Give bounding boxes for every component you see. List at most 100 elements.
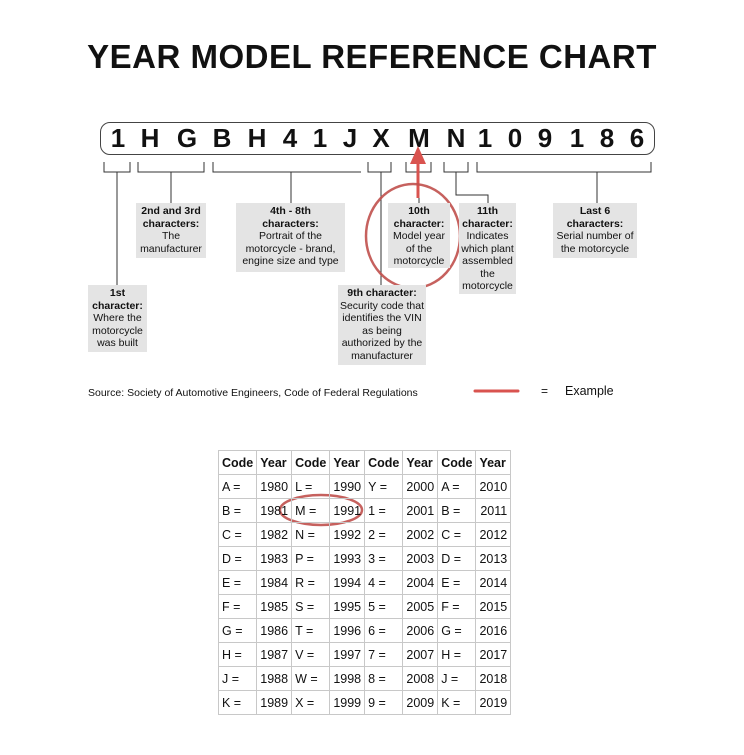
label-1st-character: 1st character: Where the motorcycle was b…	[88, 285, 147, 352]
label-body: Security code that identifies the VIN as…	[339, 299, 425, 362]
legend-example-label: Example	[565, 384, 614, 398]
year-cell: 1982	[256, 522, 293, 547]
code-cell: Y =	[364, 474, 404, 499]
label-body: Serial number of the motorcycle	[556, 230, 634, 255]
code-cell: C =	[217, 522, 258, 547]
code-cell: J =	[217, 666, 258, 691]
table-header-row: Code Year Code Year Code Year Code Year	[217, 450, 512, 475]
label-10th-character: 10th character: Model year of the motorcy…	[388, 203, 450, 268]
year-cell: 1994	[329, 570, 366, 595]
label-head: Last 6 characters:	[566, 205, 624, 230]
label-head: 10th character:	[393, 205, 445, 230]
code-cell: F =	[217, 594, 258, 619]
code-cell: 4 =	[364, 570, 404, 595]
code-cell: D =	[217, 546, 258, 571]
vin-character: 0	[507, 123, 523, 153]
code-cell: F =	[437, 594, 477, 619]
year-cell: 2000	[402, 474, 439, 499]
label-head: 2nd and 3rd characters:	[141, 205, 201, 230]
year-cell: 1993	[329, 546, 366, 571]
table-row: K = 1989 X = 1999 9 = 2009 K = 2019	[217, 690, 512, 715]
year-cell: 2010	[475, 474, 512, 499]
label-body: Indicates which plant assembled the moto…	[461, 230, 514, 292]
year-cell: 2015	[475, 594, 512, 619]
code-cell: A =	[217, 474, 258, 499]
table-row: F = 1985 S = 1995 5 = 2005 F = 2015	[217, 594, 512, 619]
vin-character: H	[247, 123, 267, 153]
year-cell: 1989	[256, 690, 293, 715]
code-cell: M =	[291, 498, 331, 523]
code-cell: X =	[291, 690, 331, 715]
bracket-11th	[443, 162, 489, 203]
year-cell: 2008	[402, 666, 439, 691]
vin-character: 9	[537, 123, 553, 153]
arrow-head	[410, 146, 426, 164]
year-cell: 1998	[329, 666, 366, 691]
label-body: Where the motorcycle was built	[92, 312, 143, 349]
year-cell: 2005	[402, 594, 439, 619]
bracket-1st	[103, 162, 131, 285]
year-cell: 1997	[329, 642, 366, 667]
code-cell: V =	[291, 642, 331, 667]
table-row: D = 1983 P = 1993 3 = 2003 D = 2013	[217, 546, 512, 571]
year-cell: 1999	[329, 690, 366, 715]
code-cell: 7 =	[364, 642, 404, 667]
year-cell: 2014	[475, 570, 512, 595]
source-note: Source: Society of Automotive Engineers,…	[88, 387, 418, 399]
vin-character: M	[408, 123, 430, 153]
legend-equals: =	[541, 384, 549, 398]
vin-character: 1	[312, 123, 328, 153]
year-cell: 2001	[402, 498, 439, 523]
year-cell: 1985	[256, 594, 293, 619]
code-cell: 8 =	[364, 666, 404, 691]
table-row: C = 1982 N = 1992 2 = 2002 C = 2012	[217, 522, 512, 547]
year-cell: 2011	[475, 498, 512, 523]
label-last-6-characters: Last 6 characters: Serial number of the m…	[553, 203, 637, 258]
vin-character: X	[372, 123, 390, 153]
code-cell: R =	[291, 570, 331, 595]
year-cell: 2013	[475, 546, 512, 571]
table-row: J = 1988 W = 1998 8 = 2008 J = 2018	[217, 666, 512, 691]
table-row: H = 1987 V = 1997 7 = 2007 H = 2017	[217, 642, 512, 667]
column-header: Year	[402, 450, 439, 475]
table-row: A = 1980 L = 1990 Y = 2000 A = 2010	[217, 474, 512, 499]
code-cell: W =	[291, 666, 331, 691]
label-body: Model year of the motorcycle	[393, 230, 445, 267]
code-cell: 9 =	[364, 690, 404, 715]
label-head: 1st character:	[92, 287, 143, 312]
vin-character: 8	[599, 123, 615, 153]
vin-character: 1	[477, 123, 493, 153]
code-cell: 1 =	[364, 498, 404, 523]
year-cell: 1996	[329, 618, 366, 643]
label-9th-character: 9th character: Security code that identif…	[338, 285, 426, 365]
code-cell: 2 =	[364, 522, 404, 547]
column-header: Year	[256, 450, 293, 475]
year-cell: 2017	[475, 642, 512, 667]
year-cell: 2002	[402, 522, 439, 547]
bracket-9th	[367, 162, 392, 285]
bracket-last6	[476, 162, 652, 203]
label-body: Portrait of the motorcycle - brand, engi…	[242, 230, 339, 267]
year-cell: 2009	[402, 690, 439, 715]
label-4th-8th-characters: 4th - 8th characters: Portrait of the mot…	[236, 203, 345, 272]
code-cell: L =	[291, 474, 331, 499]
year-cell: 2003	[402, 546, 439, 571]
code-cell: 6 =	[364, 618, 404, 643]
code-cell: 5 =	[364, 594, 404, 619]
code-cell: S =	[291, 594, 331, 619]
vin-character: 6	[629, 123, 645, 153]
code-cell: C =	[437, 522, 477, 547]
vin-character: B	[212, 123, 232, 153]
year-cell: 1984	[256, 570, 293, 595]
code-cell: E =	[437, 570, 477, 595]
code-cell: T =	[291, 618, 331, 643]
label-2nd-3rd-characters: 2nd and 3rd characters: The manufacturer	[136, 203, 206, 258]
vin-character: N	[446, 123, 466, 153]
vin-character: 1	[110, 123, 126, 153]
year-cell: 1980	[256, 474, 293, 499]
vin-character: 1	[569, 123, 585, 153]
code-cell: E =	[217, 570, 258, 595]
code-cell: K =	[437, 690, 477, 715]
label-body: The manufacturer	[140, 230, 202, 255]
